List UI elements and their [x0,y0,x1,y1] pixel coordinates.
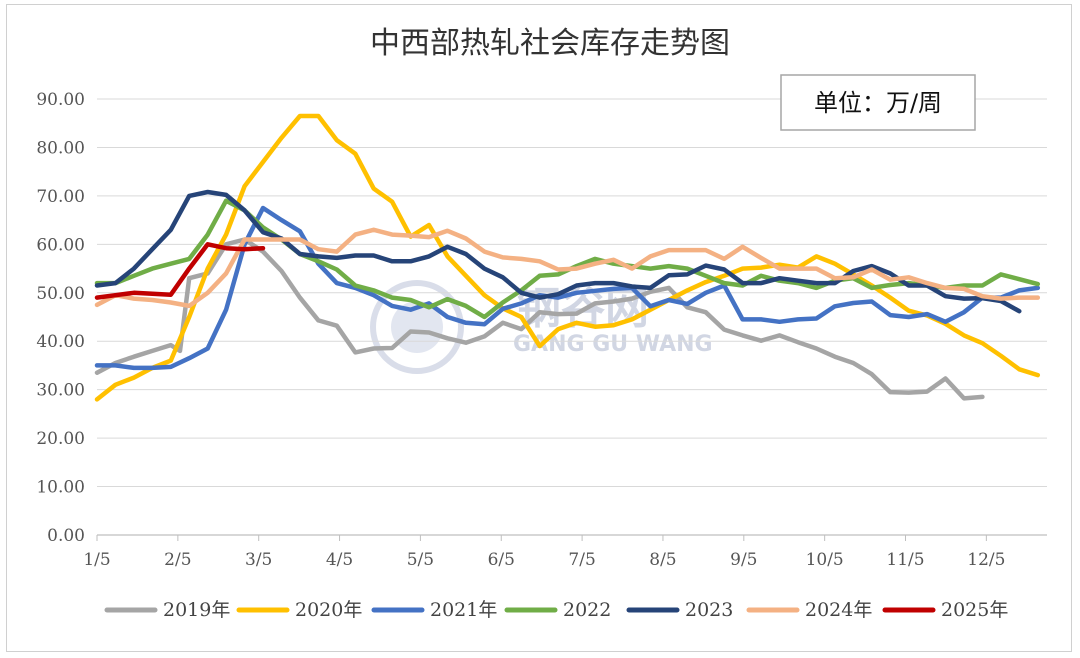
y-tick-label: 10.00 [36,478,85,498]
chart-title: 中西部热轧社会库存走势图 [370,26,730,61]
x-tick-label: 8/5 [649,550,676,570]
y-tick-label: 20.00 [36,429,85,449]
legend-label: 2021年 [430,599,497,621]
series-line-4 [94,189,1022,314]
x-tick-label: 5/5 [407,550,434,570]
x-tick-label: 10/5 [806,550,844,570]
legend-label: 2022 [563,599,611,621]
y-tick-label: 40.00 [36,332,85,352]
axes: 0.00 10.00 20.00 30.00 40.00 50.00 60.00 70.00 8… [36,90,1047,570]
legend: 2019年 2020年 2021年 2022 2023 2024年 2025年 [104,599,1008,621]
y-tick-label: 0.00 [47,526,85,546]
line-chart: 钢谷网 GANG GU WANG 0.0010.0020.0030.0040.0… [36,26,1047,621]
series-line-2 [94,205,1041,371]
legend-label: 2019年 [163,599,230,621]
series-line-6 [94,242,266,300]
y-tick-label: 70.00 [36,187,85,207]
chart-frame: 钢谷网 GANG GU WANG 0.00 10.00 20.00 30.00 40.0… [6,4,1072,652]
unit-note: 单位：万/周 [814,89,942,117]
x-tick-label: 3/5 [245,550,272,570]
x-tick-label: 4/5 [326,550,353,570]
legend-label: 2023 [685,599,733,621]
legend-label: 2024年 [805,599,872,621]
x-tick-label: 11/5 [886,550,924,570]
series-line-0 [94,237,985,401]
watermark-subtext: GANG GU WANG [513,332,713,357]
series-line-1 [94,113,1041,402]
unit-note-box [780,74,976,131]
x-tick-label: 2/5 [164,550,191,570]
series-line-5 [94,227,1041,309]
series-lines [94,113,1041,402]
x-tick-label: 6/5 [488,550,515,570]
watermark-logo-icon [370,280,464,374]
y-tick-label: 60.00 [36,235,85,255]
x-tick-label: 12/5 [967,550,1005,570]
legend-label: 2020年 [295,599,362,621]
y-tick-label: 90.00 [36,90,85,110]
y-tick-label: 50.00 [36,284,85,304]
x-tick-label: 7/5 [568,550,595,570]
y-tick-label: 80.00 [36,138,85,158]
x-tick-label: 9/5 [730,550,757,570]
x-tick-label: 1/5 [83,550,110,570]
legend-label: 2025年 [941,599,1008,621]
y-tick-label: 30.00 [36,381,85,401]
